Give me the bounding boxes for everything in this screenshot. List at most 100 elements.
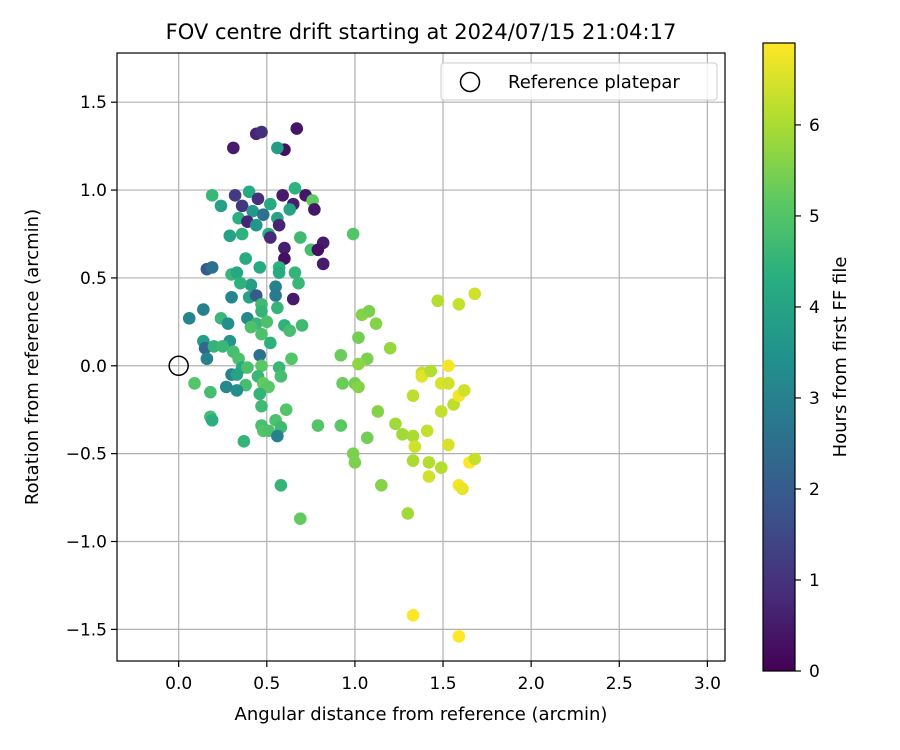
data-point [214, 199, 228, 213]
data-point [264, 336, 277, 350]
data-point [188, 377, 201, 390]
data-point [235, 227, 249, 241]
data-point [308, 203, 321, 216]
colorbar-tick-label: 0 [809, 662, 820, 682]
x-tick-label: 2.5 [606, 674, 633, 694]
x-tick-label: 0.5 [253, 674, 280, 694]
data-point [204, 385, 217, 399]
data-point [271, 141, 284, 155]
colorbar-tick-label: 6 [809, 116, 820, 136]
data-point [264, 231, 277, 244]
data-point [253, 387, 267, 401]
data-point [286, 292, 300, 306]
data-point [255, 399, 268, 413]
data-point [235, 199, 249, 213]
reference-platepar-marker [168, 355, 189, 377]
data-point [283, 203, 297, 216]
data-point [401, 507, 415, 520]
colorbar-tick-label: 5 [809, 207, 820, 227]
data-point [442, 359, 455, 373]
x-tick-label: 3.0 [694, 674, 721, 694]
grid-lines [117, 53, 725, 661]
y-tick-label: −1.5 [66, 620, 107, 640]
data-point [269, 280, 282, 294]
data-point [311, 243, 325, 257]
data-point [422, 456, 436, 469]
data-point [219, 380, 233, 394]
data-point [221, 317, 235, 330]
plot-frame [116, 52, 726, 662]
colorbar-label: Hours from first FF file [830, 257, 851, 458]
data-point [216, 340, 230, 353]
x-axis-label: Angular distance from reference (arcmin) [235, 704, 608, 725]
data-point [253, 261, 267, 274]
data-point [262, 380, 275, 394]
data-point [468, 452, 482, 466]
x-tick-label: 0.0 [165, 674, 192, 694]
data-point [371, 405, 385, 418]
data-point [223, 229, 237, 243]
data-point [375, 478, 388, 492]
data-point [283, 324, 297, 337]
data-point [406, 429, 420, 443]
data-point [269, 289, 282, 302]
x-tick-label: 1.5 [430, 674, 457, 694]
data-point [274, 370, 288, 383]
y-tick-label: 1.5 [80, 93, 107, 113]
data-point [456, 482, 469, 496]
data-point [383, 341, 397, 355]
y-axis-ticks: 1.5 1.0 0.5 0.0 −0.5 −1.0 −1.5 [66, 93, 117, 640]
data-point [295, 319, 309, 332]
data-point [205, 189, 219, 202]
colorbar-tick-label: 1 [809, 571, 820, 591]
data-point [241, 361, 254, 374]
colorbar [762, 42, 796, 672]
data-point [334, 419, 348, 432]
colorbar-tick-label: 3 [809, 389, 820, 409]
data-point [452, 630, 466, 643]
data-point [271, 429, 284, 443]
data-point [468, 287, 482, 301]
data-point [239, 252, 252, 265]
x-tick-label: 1.0 [341, 674, 368, 694]
data-point [396, 428, 409, 441]
x-tick-label: 2.0 [518, 674, 545, 694]
data-point [234, 276, 247, 290]
data-point [431, 294, 445, 308]
legend-label-reference: Reference platepar [508, 72, 680, 93]
y-tick-label: 0.0 [80, 357, 107, 377]
data-point [442, 377, 455, 390]
data-point [336, 377, 349, 390]
data-point [255, 359, 268, 373]
data-point [408, 440, 422, 453]
data-point [293, 512, 307, 525]
data-point [230, 384, 244, 397]
data-point [369, 317, 383, 330]
data-point [288, 266, 302, 279]
x-axis-ticks: 0.0 0.5 1.0 1.5 2.0 2.5 3.0 [165, 661, 721, 694]
data-point [205, 261, 219, 274]
data-point [274, 478, 288, 492]
data-point [406, 454, 420, 467]
data-point [457, 384, 471, 397]
data-point [246, 204, 259, 218]
data-point [434, 461, 448, 475]
data-point [255, 125, 268, 139]
data-point [207, 340, 221, 353]
y-tick-label: 0.5 [80, 269, 107, 289]
data-point [406, 609, 420, 622]
data-point [442, 438, 455, 452]
data-point [242, 185, 256, 199]
data-point [276, 189, 289, 202]
data-point [352, 380, 365, 394]
data-point [200, 352, 214, 366]
y-tick-label: −0.5 [66, 445, 107, 465]
data-point [272, 218, 286, 232]
data-point [253, 348, 267, 362]
data-point [230, 266, 244, 279]
data-point [288, 182, 302, 195]
data-point [346, 227, 360, 241]
data-point [260, 315, 274, 329]
data-point [249, 218, 263, 232]
